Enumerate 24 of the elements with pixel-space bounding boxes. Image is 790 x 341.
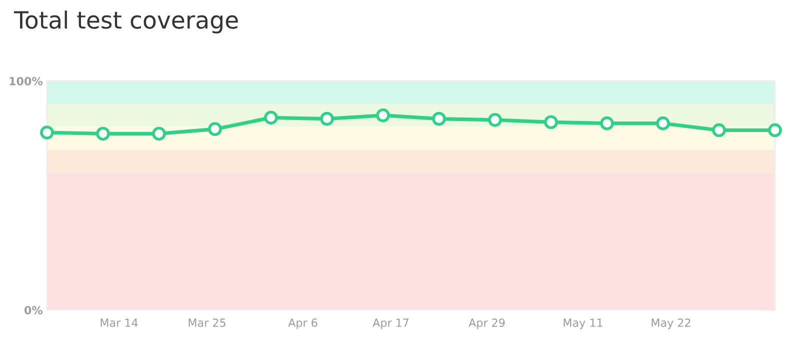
point <box>320 112 334 126</box>
x-tick-label: May 11 <box>564 318 602 330</box>
x-tick-label: May 22 <box>652 318 690 330</box>
point <box>600 116 614 130</box>
x-tick-label: Mar 14 <box>100 318 138 327</box>
x-tick-label: Apr 6 <box>288 318 318 330</box>
x-tick-label: Apr 29 <box>468 318 505 330</box>
point <box>544 115 558 130</box>
y-tick-label: 100% <box>10 76 42 86</box>
point <box>40 126 54 140</box>
y-tick-label: 0% <box>24 306 42 314</box>
x-tick-label: Mar 25 <box>188 318 226 327</box>
point <box>488 112 502 127</box>
point <box>376 108 390 122</box>
point <box>768 123 782 138</box>
x-tick-label: Apr 17 <box>372 318 408 330</box>
chart-title: Total test coverage <box>14 10 238 34</box>
point <box>96 126 110 141</box>
point <box>432 112 446 126</box>
point <box>656 116 670 130</box>
point <box>208 122 222 136</box>
point <box>712 123 726 138</box>
point <box>152 126 166 141</box>
point <box>264 110 278 125</box>
